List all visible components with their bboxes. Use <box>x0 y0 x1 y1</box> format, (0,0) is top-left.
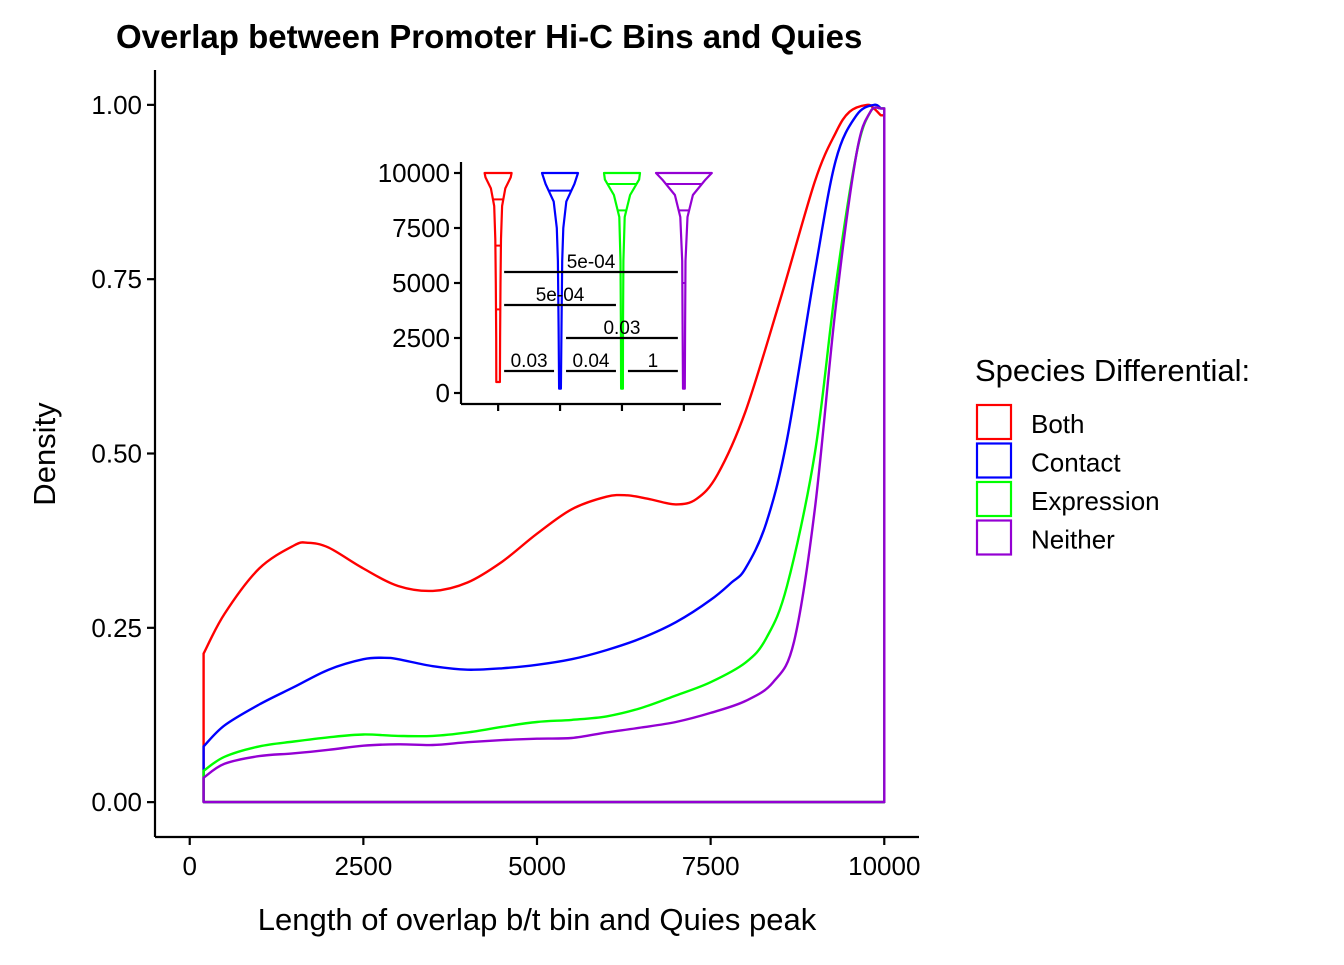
inset-y-tick-label: 10000 <box>378 158 450 188</box>
y-tick-label: 0.00 <box>91 787 142 817</box>
x-tick-label: 10000 <box>848 851 920 881</box>
significance-label: 5e-04 <box>567 252 616 273</box>
legend-label-both: Both <box>1031 409 1085 439</box>
density-curve-expression <box>202 106 886 804</box>
significance-label: 0.03 <box>603 318 640 339</box>
legend-label-contact: Contact <box>1031 448 1121 478</box>
y-tick-label: 1.00 <box>91 90 142 120</box>
inset-y-tick-label: 5000 <box>392 268 450 298</box>
x-tick-label: 2500 <box>334 851 392 881</box>
inset-violin-expression <box>602 171 642 390</box>
legend-title: Species Differential: <box>975 353 1250 388</box>
y-tick-label: 0.25 <box>91 613 142 643</box>
significance-label: 0.04 <box>573 351 610 372</box>
inset-violin-contact <box>540 171 580 390</box>
legend-label-expression: Expression <box>1031 486 1160 516</box>
density-curve-contact <box>202 103 886 804</box>
legend-key-expression <box>975 480 1013 518</box>
y-tick-label: 0.75 <box>91 264 142 294</box>
inset-y-tick-label: 0 <box>436 378 450 408</box>
significance-label: 5e-04 <box>536 285 585 306</box>
inset-violin-plot: 0 2500 5000 7500 10000 5e-04 5e-04 0.03 0.03 0.04… <box>378 158 721 411</box>
legend-key-contact <box>975 442 1013 479</box>
y-axis-title: Density <box>27 402 62 506</box>
inset-y-tick-label: 7500 <box>392 213 450 243</box>
significance-label: 1 <box>648 351 659 372</box>
inset-violin-neither <box>654 171 713 390</box>
x-tick-label: 7500 <box>682 851 740 881</box>
density-curve-neither <box>202 106 886 804</box>
y-tick-label: 0.50 <box>91 439 142 469</box>
x-tick-label: 0 <box>182 851 196 881</box>
x-tick-label: 5000 <box>508 851 566 881</box>
legend-key-neither <box>975 519 1013 556</box>
chart-title: Overlap between Promoter Hi-C Bins and Q… <box>116 18 862 55</box>
main-plot-area: 0 2500 5000 7500 10000 0.00 0.25 0.50 0.75 1.00 <box>91 70 920 881</box>
legend-label-neither: Neither <box>1031 525 1115 555</box>
legend-key-both <box>975 403 1013 441</box>
density-curve-both <box>202 103 886 804</box>
inset-y-tick-label: 2500 <box>392 323 450 353</box>
significance-label: 0.03 <box>511 351 548 372</box>
inset-violin-both <box>483 171 513 384</box>
x-axis-title: Length of overlap b/t bin and Quies peak <box>258 902 817 937</box>
legend: Species Differential: Both Contact Express… <box>975 353 1250 556</box>
